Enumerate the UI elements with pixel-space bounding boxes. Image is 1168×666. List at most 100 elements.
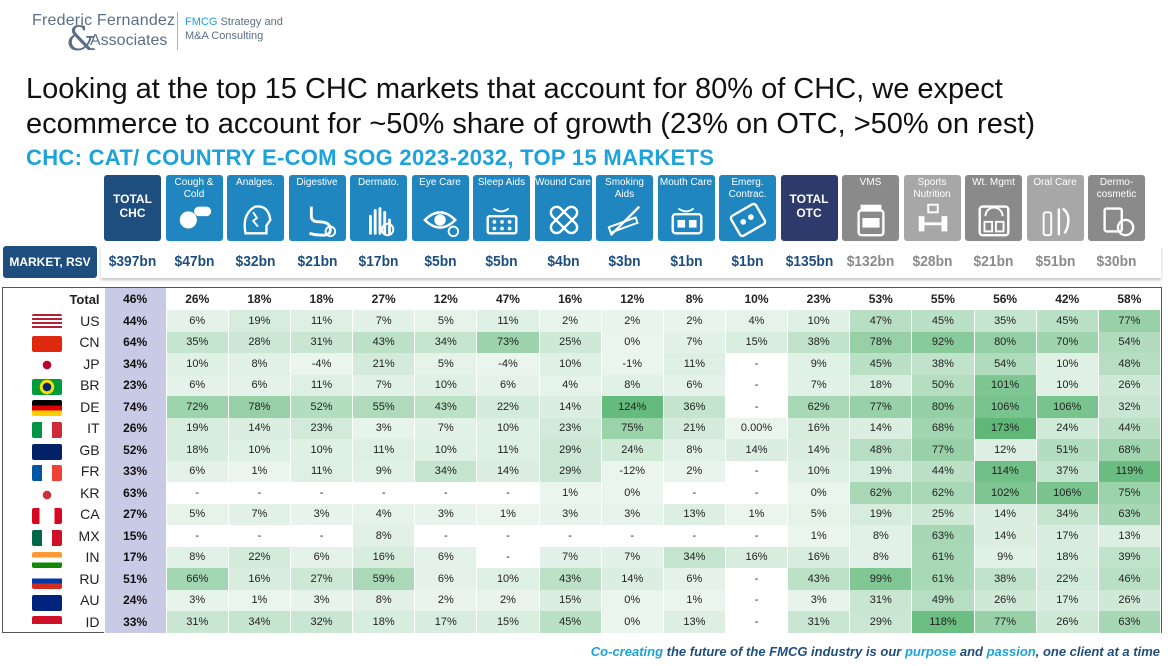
- sog-cell: 14%: [974, 503, 1037, 525]
- column-header-label: Eye Care: [419, 177, 461, 188]
- sog-cell: 64%: [104, 331, 167, 353]
- sog-cell: 6%: [414, 568, 478, 590]
- sog-cell: 99%: [849, 568, 913, 590]
- column-header-sleep-aids: Sleep Aids: [473, 175, 530, 241]
- rsv-value: $132bn: [846, 253, 895, 270]
- sog-cell: 2%: [414, 589, 478, 611]
- sog-cell: 74%: [104, 396, 167, 418]
- column-header-label: Digestive: [296, 177, 338, 188]
- sog-cell: 34%: [104, 353, 167, 375]
- sog-cell: 10%: [476, 568, 540, 590]
- sog-cell: 38%: [787, 331, 851, 353]
- column-header-label: Oral Care: [1033, 177, 1077, 188]
- flag-icon-fr: [32, 465, 62, 482]
- column-header-wt-mgmt: Wt. Mgmt: [965, 175, 1022, 241]
- flag-icon-mx: [32, 530, 62, 546]
- sog-cell: -: [414, 525, 478, 547]
- logo-divider: [177, 12, 178, 50]
- sog-cell: -: [725, 589, 789, 611]
- flag-icon-de: [32, 400, 62, 417]
- sog-cell: 63%: [1098, 611, 1162, 633]
- sog-cell: 8%: [352, 525, 416, 547]
- sog-cell: 2%: [539, 310, 602, 332]
- sog-cell: 75%: [1098, 482, 1162, 504]
- flag-icon-ca: [32, 508, 62, 525]
- sog-cell: 47%: [849, 310, 913, 332]
- sog-cell: 11%: [290, 374, 354, 396]
- sog-cell: 15%: [725, 331, 789, 353]
- sog-cell: -: [476, 546, 540, 568]
- logo-name-line1: Frederic Fernandez: [32, 12, 176, 29]
- flag-icon-cn: [32, 335, 62, 352]
- sog-cell: 10%: [539, 353, 602, 375]
- sog-cell: 10%: [414, 374, 478, 396]
- table-row: BR 23% 6% 6% 11% 7% 10% 6% 4% 8% 6% -7% 18% 50% 101% 10…: [3, 374, 1162, 396]
- sog-cell: 45%: [849, 353, 913, 375]
- sog-cell: 6%: [290, 546, 354, 568]
- sog-cell: 27%: [290, 568, 354, 590]
- sog-cell: 10%: [166, 353, 229, 375]
- logo-name-line2: Associates: [90, 32, 168, 49]
- sog-cell: 15%: [539, 589, 602, 611]
- sog-cell: 38%: [974, 568, 1037, 590]
- sog-cell: 0%: [601, 482, 664, 504]
- table-row: JP 34% 10% 8% -4% 21% 5% -4% 10% -1% 11% -9% 45% 38% 5…: [3, 353, 1162, 375]
- column-header-emerg-contrac-: Emerg. Contrac.: [719, 175, 776, 241]
- sog-cell: 19%: [228, 310, 291, 332]
- column-header-wound-care: Wound Care: [534, 175, 592, 241]
- sog-cell: 1%: [539, 482, 602, 504]
- sog-cell: 31%: [290, 331, 354, 353]
- sog-cell: 11%: [476, 310, 540, 332]
- sog-cell: 6%: [663, 568, 726, 590]
- sog-cell: 43%: [787, 568, 851, 590]
- sog-cell: 14%: [539, 396, 602, 418]
- column-header-label: TOTAL CHC: [113, 192, 152, 220]
- table-row: KR 63% - - - - - -1% 0% - -0% 62% 62% 102% 106% 75%: [3, 482, 1162, 504]
- sog-cell: 73%: [476, 331, 540, 353]
- sog-cell: -: [663, 482, 726, 504]
- sog-cell: 11%: [290, 310, 354, 332]
- sog-cell: 61%: [911, 546, 975, 568]
- sog-cell: 58%: [1098, 288, 1162, 310]
- sog-cell: 42%: [1036, 288, 1099, 310]
- table-row: CN 64% 35% 28% 31% 43% 34% 73% 25% 0% 7% 15% 38% 78% 9…: [3, 331, 1162, 353]
- rsv-value: $30bn: [1096, 253, 1137, 270]
- column-header-label: Cough & Cold: [174, 177, 214, 200]
- sog-cell: 56%: [974, 288, 1037, 310]
- logo-ampersand: &: [66, 19, 97, 59]
- sog-cell: 10%: [1036, 374, 1099, 396]
- sog-cell: 4%: [539, 374, 602, 396]
- sog-cell: 66%: [166, 568, 229, 590]
- sog-cell: 48%: [849, 439, 913, 461]
- flag-icon-id: [32, 616, 62, 633]
- sog-cell: 39%: [1098, 546, 1162, 568]
- sog-cell: 14%: [476, 460, 540, 482]
- sog-cell: 7%: [352, 374, 416, 396]
- sog-cell: 119%: [1098, 460, 1162, 482]
- sog-cell: 3%: [290, 503, 354, 525]
- sog-cell: 92%: [911, 331, 975, 353]
- sog-cell: 2%: [663, 310, 726, 332]
- sog-cell: 6%: [166, 310, 229, 332]
- sog-cell: 33%: [104, 611, 167, 633]
- table-row: DE 74% 72% 78% 52% 55% 43% 22% 14% 124% 36% -62% 77%…: [3, 396, 1162, 418]
- flag-icon-us: [32, 314, 62, 330]
- sog-cell: 16%: [352, 546, 416, 568]
- sog-cell: -: [228, 482, 291, 504]
- sog-cell: 18%: [290, 288, 354, 310]
- sog-cell: 53%: [849, 288, 913, 310]
- sog-cell: 70%: [1036, 331, 1099, 353]
- sog-cell: 48%: [1098, 353, 1162, 375]
- sog-cell: 21%: [663, 417, 726, 439]
- sog-cell: 35%: [974, 310, 1037, 332]
- sog-cell: 5%: [414, 353, 478, 375]
- sog-cell: 4%: [352, 503, 416, 525]
- flag-icon-au: [32, 594, 62, 611]
- table-row: AU 24% 3% 1% 3% 8% 2% 2% 15% 0% 1% -3% 31% 49% 26% 17% 2…: [3, 589, 1162, 611]
- sog-cell: 14%: [228, 417, 291, 439]
- sog-cell: 34%: [228, 611, 291, 633]
- column-header-label: VMS: [859, 177, 882, 188]
- sog-table: Total 46% 26% 18% 18% 27% 12% 47% 16% 12% 8% 10% 23%…: [2, 287, 1162, 633]
- sog-cell: 18%: [166, 439, 229, 461]
- rsv-value: $32bn: [235, 253, 276, 270]
